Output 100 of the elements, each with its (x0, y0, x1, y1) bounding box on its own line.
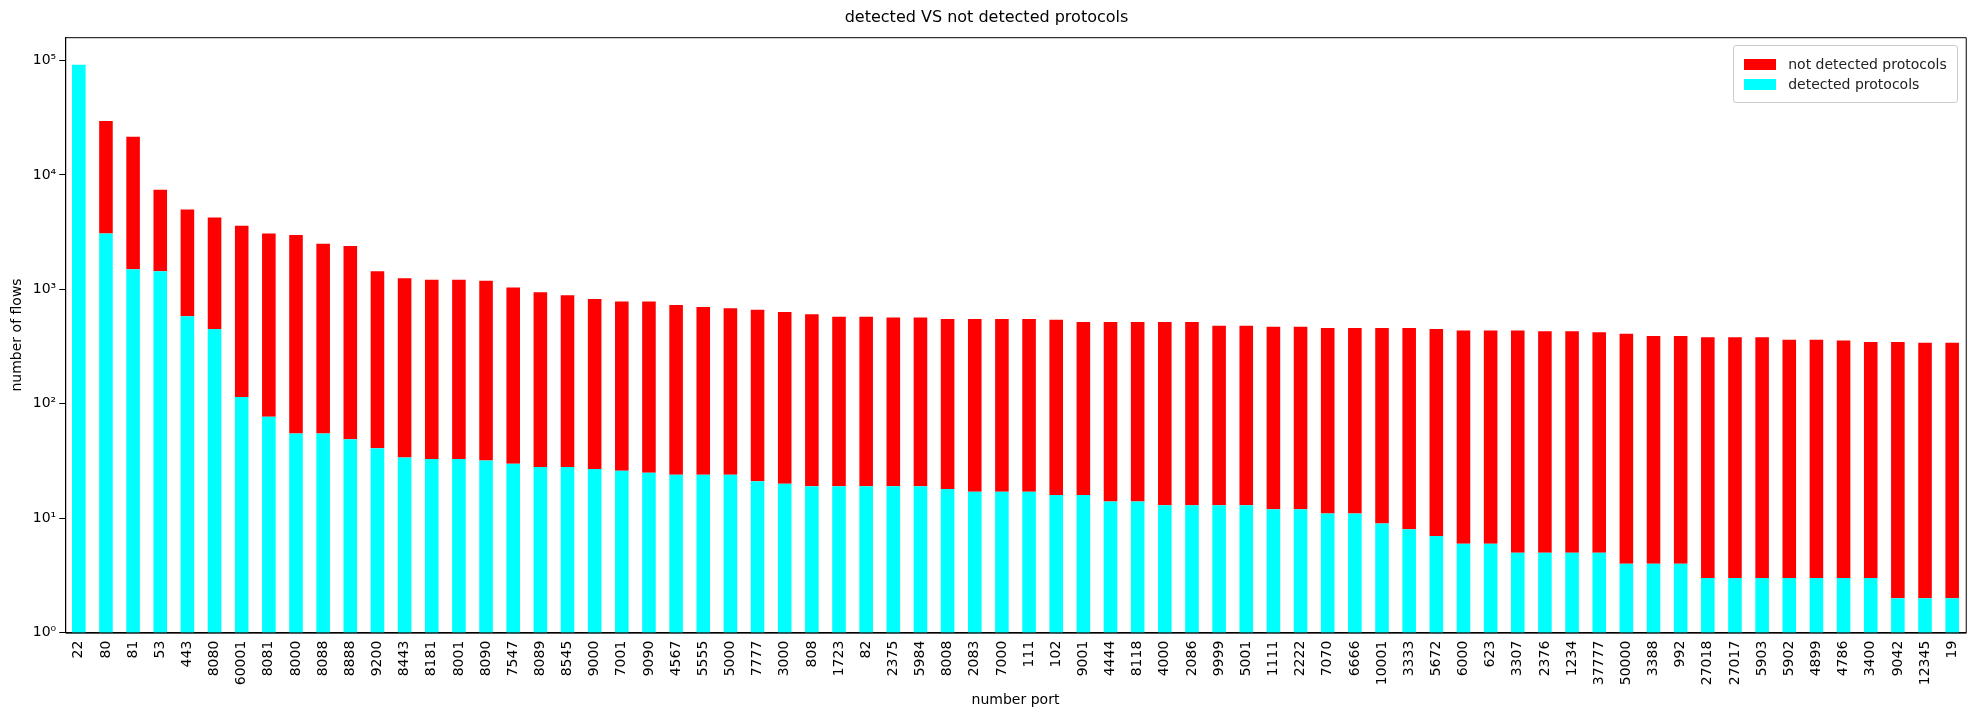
bar (750, 309, 765, 482)
x-tick-label: 8008 (938, 640, 955, 677)
bar (316, 243, 330, 434)
bar (289, 234, 303, 434)
bar (424, 279, 439, 459)
bar (967, 318, 982, 492)
x-tick-label: 4000 (1155, 640, 1172, 677)
x-tick-label: 3400 (1861, 640, 1878, 677)
x-tick-label: 4567 (666, 640, 683, 677)
bar (262, 416, 276, 633)
legend-label: not detected protocols (1788, 56, 1947, 73)
bar (1130, 322, 1145, 502)
bar (1918, 342, 1932, 599)
bar (1103, 501, 1118, 633)
bar (1049, 319, 1063, 495)
bar (1456, 543, 1471, 633)
x-tick-label: 9000 (585, 640, 602, 677)
bar (723, 474, 738, 633)
x-tick-label: 7777 (748, 640, 765, 677)
bar (1483, 543, 1498, 633)
x-tick-label: 5001 (1236, 640, 1253, 677)
y-tick-label: 10¹ (32, 508, 57, 525)
x-tick-label: 82 (856, 640, 873, 659)
bar (1863, 578, 1878, 633)
bar (1483, 330, 1498, 544)
x-tick-label: 81 (123, 640, 140, 659)
bar (397, 457, 412, 633)
x-tick-label: 3307 (1508, 640, 1525, 677)
x-tick-label: 1111 (1264, 640, 1281, 677)
x-tick-label: 8001 (449, 640, 466, 677)
bar (479, 460, 493, 633)
bar (1185, 322, 1199, 506)
bar (1348, 328, 1362, 514)
bar (859, 486, 873, 633)
x-tick-label: 3333 (1399, 640, 1416, 677)
x-tick-label: 37777 (1589, 640, 1606, 686)
y-tick-label: 10³ (32, 280, 57, 297)
bar (696, 306, 711, 475)
bar (1510, 330, 1525, 553)
x-tick-label: 623 (1481, 640, 1498, 668)
bar (1429, 329, 1444, 536)
x-tick-label: 8089 (531, 640, 547, 677)
bar (777, 312, 792, 484)
bar (1293, 326, 1308, 510)
x-tick-label: 8118 (1128, 640, 1145, 677)
bar (1076, 494, 1091, 633)
bar (533, 467, 548, 633)
bar (1103, 322, 1118, 502)
x-tick-label: 8080 (205, 640, 222, 677)
bar (886, 486, 901, 633)
x-tick-label: 27018 (1698, 640, 1715, 686)
x-tick-label: 3388 (1644, 640, 1661, 677)
x-tick-label: 808 (802, 640, 819, 668)
bar (234, 396, 249, 633)
x-tick-label: 8181 (422, 640, 439, 677)
x-tick-label: 102 (1046, 640, 1063, 668)
x-tick-label: 992 (1671, 640, 1688, 668)
bar (587, 468, 602, 633)
x-tick-label: 10001 (1372, 640, 1389, 686)
bar (995, 491, 1009, 633)
bar (1891, 342, 1905, 599)
bar (1565, 331, 1579, 553)
y-tick-label: 10⁰ (32, 623, 57, 640)
bar (1538, 552, 1552, 633)
x-tick-label: 6666 (1345, 640, 1362, 677)
x-tick-label: 8000 (286, 640, 303, 677)
x-tick-label: 12345 (1915, 640, 1932, 686)
bar (397, 278, 412, 458)
bar (1836, 578, 1851, 633)
bar (1673, 563, 1688, 633)
x-axis-title: number port (971, 691, 1060, 708)
bar (615, 301, 629, 471)
bar (1538, 331, 1552, 553)
bar (1348, 513, 1362, 633)
x-tick-label: 9001 (1074, 640, 1090, 677)
bar (832, 316, 846, 487)
bar (343, 439, 358, 633)
bar (913, 486, 928, 633)
x-tick-label: 3000 (775, 640, 792, 677)
bar (262, 233, 276, 417)
bar (153, 189, 168, 272)
x-tick-label: 443 (178, 640, 195, 668)
bar (1809, 339, 1824, 579)
x-tick-label: 2376 (1535, 640, 1552, 677)
bar (642, 301, 656, 473)
x-tick-label: 4899 (1807, 640, 1824, 677)
bar (1375, 328, 1389, 524)
bar (1945, 342, 1959, 599)
bar (940, 318, 955, 490)
x-tick-label: 8090 (476, 640, 493, 677)
x-tick-label: 7000 (992, 640, 1009, 677)
bar (533, 292, 548, 468)
bar (1809, 578, 1824, 633)
x-tick-label: 8088 (313, 640, 330, 677)
bar (560, 295, 575, 468)
bar (1755, 337, 1769, 579)
x-tick-label: 2375 (883, 640, 900, 677)
x-tick-label: 5903 (1752, 640, 1769, 677)
y-tick-label: 10² (32, 394, 57, 411)
bar (669, 305, 683, 475)
